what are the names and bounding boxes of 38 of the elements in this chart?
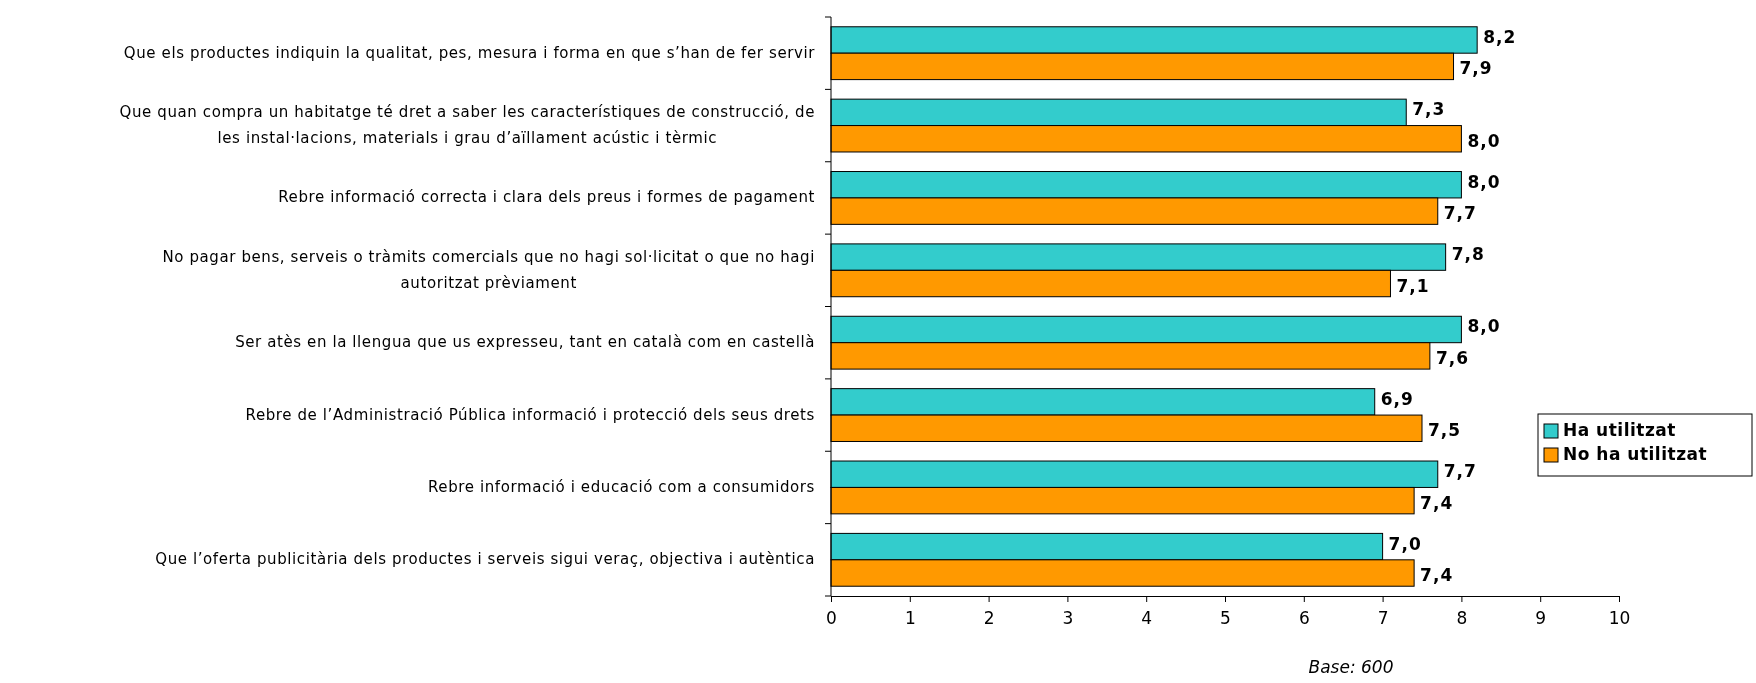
y-tick-label: Que els productes indiquin la qualitat, pes, mesura i forma en que s’han de fer servir: [123, 43, 816, 62]
x-tick-label: 5: [1220, 607, 1231, 628]
x-tick-label: 7: [1377, 607, 1389, 628]
data-label: 7,3: [1412, 99, 1446, 120]
data-label: 7,5: [1428, 420, 1462, 441]
x-tick-label: 3: [1062, 607, 1074, 628]
legend-label: No ha utilitzat: [1563, 444, 1708, 464]
y-tick-label: Que l’oferta publicitària dels productes i serveis sigui veraç, objectiva i autèntica: [155, 550, 815, 569]
legend-label: Ha utilitzat: [1563, 420, 1676, 440]
y-tick-label: No pagar bens, serveis o tràmits comercials que no hagi sol·licitat o que no hagi autoritzat prèviament: [162, 247, 815, 292]
data-label: 7,4: [1420, 565, 1454, 586]
x-tick-label: 9: [1535, 607, 1547, 628]
data-label: 7,0: [1388, 533, 1422, 554]
data-label: 7,1: [1396, 275, 1430, 296]
data-label: 6,9: [1380, 388, 1414, 409]
data-label: 8,0: [1467, 171, 1501, 192]
x-tick-label: 10: [1608, 607, 1631, 628]
data-label: 8,2: [1483, 26, 1517, 47]
x-tick-label: 1: [904, 607, 916, 628]
data-label: 7,7: [1443, 461, 1477, 482]
y-tick-label: Ser atès en la llengua que us expresseu, tant en català com en castellà: [235, 333, 815, 352]
data-label: 8,0: [1467, 130, 1501, 151]
x-tick-label: 6: [1298, 607, 1310, 628]
data-label: 7,9: [1459, 58, 1493, 79]
data-label: 7,7: [1443, 203, 1477, 224]
text: Base: 600: [1308, 657, 1394, 677]
y-tick-label: Rebre informació i educació com a consumidors: [428, 477, 815, 496]
data-label: 7,8: [1451, 244, 1485, 265]
y-tick-label: Rebre informació correcta i clara dels preus i formes de pagament: [278, 188, 815, 207]
data-label: 8,0: [1467, 316, 1501, 337]
data-label: 7,4: [1420, 492, 1454, 513]
y-tick-label: Rebre de l’Administració Pública informació i protecció dels seus drets: [245, 405, 815, 424]
data-label: 7,6: [1435, 347, 1470, 368]
x-tick-label: 0: [826, 607, 837, 628]
x-tick-label: 8: [1456, 607, 1468, 628]
x-tick-label: 4: [1141, 607, 1153, 628]
x-tick-label: 2: [983, 607, 995, 628]
y-tick-label: Que quan compra un habitatge té dret a saber les característiques de construcció, de les instal·lacions, materials i grau d’aïllament acústic i tèrmic: [119, 103, 815, 148]
